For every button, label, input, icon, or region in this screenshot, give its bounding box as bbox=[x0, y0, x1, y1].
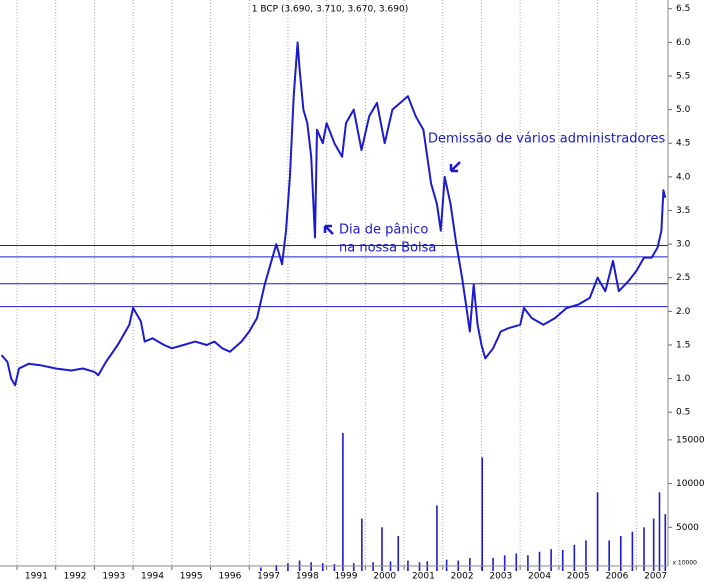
volume-bar bbox=[418, 562, 421, 571]
volume-bar bbox=[436, 505, 438, 571]
x-tick-label: 1997 bbox=[257, 572, 280, 582]
y-tick-label: 5000 bbox=[676, 523, 699, 533]
y-tick-label: 4.5 bbox=[676, 139, 690, 149]
volume-bar bbox=[445, 559, 448, 571]
volume-bar bbox=[381, 527, 383, 571]
x-tick-label: 2004 bbox=[528, 572, 551, 582]
volume-bar bbox=[596, 492, 599, 571]
y-tick-label: 2.0 bbox=[676, 307, 691, 317]
volume-bar bbox=[372, 562, 374, 571]
y-tick-label: 1.0 bbox=[676, 374, 691, 384]
volume-bar bbox=[352, 563, 355, 571]
volume-bar bbox=[573, 544, 576, 571]
chart-title: 1 BCP (3.690, 3.710, 3.670, 3.690) bbox=[252, 5, 408, 15]
volume-bar bbox=[527, 555, 529, 571]
volume-bar bbox=[515, 553, 518, 571]
x-tick-label: 1992 bbox=[64, 572, 87, 582]
x-tick-label: 1998 bbox=[296, 572, 319, 582]
x-tick-label: 1991 bbox=[25, 572, 48, 582]
y-tick-label: 5.0 bbox=[676, 105, 691, 115]
x-tick-label: 2006 bbox=[605, 572, 628, 582]
y-tick-label: 1.5 bbox=[676, 340, 690, 350]
plot: 1991 1992 1993 1994 1995 1996 1997 1998 1999 2000… bbox=[0, 41, 668, 582]
volume-bar bbox=[333, 564, 336, 571]
y-tick-label: 3.0 bbox=[676, 240, 691, 250]
volume-bar bbox=[619, 536, 622, 571]
y-tick-label: 2.5 bbox=[676, 273, 690, 283]
x-tick-label: 2003 bbox=[489, 572, 512, 582]
x-tick-label: 2005 bbox=[567, 572, 590, 582]
volume-bar bbox=[643, 527, 645, 571]
volume-bar bbox=[658, 492, 661, 571]
volume-bar bbox=[503, 555, 506, 571]
volume-bar bbox=[550, 549, 552, 571]
volume-bar bbox=[481, 457, 484, 571]
grid bbox=[16, 0, 672, 570]
x-tick-label: 1994 bbox=[141, 572, 164, 582]
annotation: Dia de pânico bbox=[339, 223, 428, 238]
unit-label: x 10000 bbox=[672, 560, 697, 567]
x-tick-label: 1999 bbox=[335, 572, 358, 582]
x-tick-label: 2007 bbox=[644, 572, 667, 582]
volume-bar bbox=[631, 531, 634, 571]
volume-bar bbox=[275, 564, 278, 571]
volume-bar bbox=[652, 518, 655, 571]
annotation: na nossa Bolsa bbox=[339, 241, 436, 256]
x-tick-label: 1996 bbox=[218, 572, 241, 582]
x-tick-label: 2002 bbox=[451, 572, 474, 582]
volume-bar bbox=[361, 518, 363, 571]
volume-bar bbox=[538, 551, 541, 571]
volume-bar bbox=[287, 563, 289, 571]
volume-bar bbox=[469, 557, 471, 571]
y-tick-label: 6.5 bbox=[676, 4, 690, 14]
volume-bar bbox=[397, 536, 400, 571]
y-tick-label: 6.0 bbox=[676, 38, 691, 48]
y-tick-label: 5.5 bbox=[676, 71, 690, 81]
volume-bar bbox=[585, 540, 587, 571]
x-tick-label: 2000 bbox=[373, 572, 396, 582]
y-tick-label: 0.5 bbox=[676, 408, 690, 418]
volume-bar bbox=[321, 563, 324, 571]
volume-bar bbox=[492, 557, 494, 571]
volume-bar bbox=[608, 540, 610, 571]
x-tick-label: 1995 bbox=[180, 572, 203, 582]
price-line bbox=[0, 41, 667, 387]
y-tick-label: 4.0 bbox=[676, 172, 691, 182]
y-tick-label: 15000 bbox=[676, 435, 705, 445]
annotation: Demissão de vários administradores bbox=[428, 132, 666, 147]
volume-bar bbox=[310, 562, 312, 571]
x-tick-label: 1993 bbox=[102, 572, 125, 582]
volume-bar bbox=[561, 550, 564, 571]
y-tick-label: 3.5 bbox=[676, 206, 690, 216]
volume-bar bbox=[260, 567, 262, 571]
x-tick-label: 2001 bbox=[412, 572, 435, 582]
volume-bar bbox=[664, 514, 667, 571]
volume-bar bbox=[342, 432, 344, 571]
y-tick-label: 10000 bbox=[676, 479, 705, 489]
arrow bbox=[323, 224, 334, 235]
arrow bbox=[449, 161, 461, 173]
